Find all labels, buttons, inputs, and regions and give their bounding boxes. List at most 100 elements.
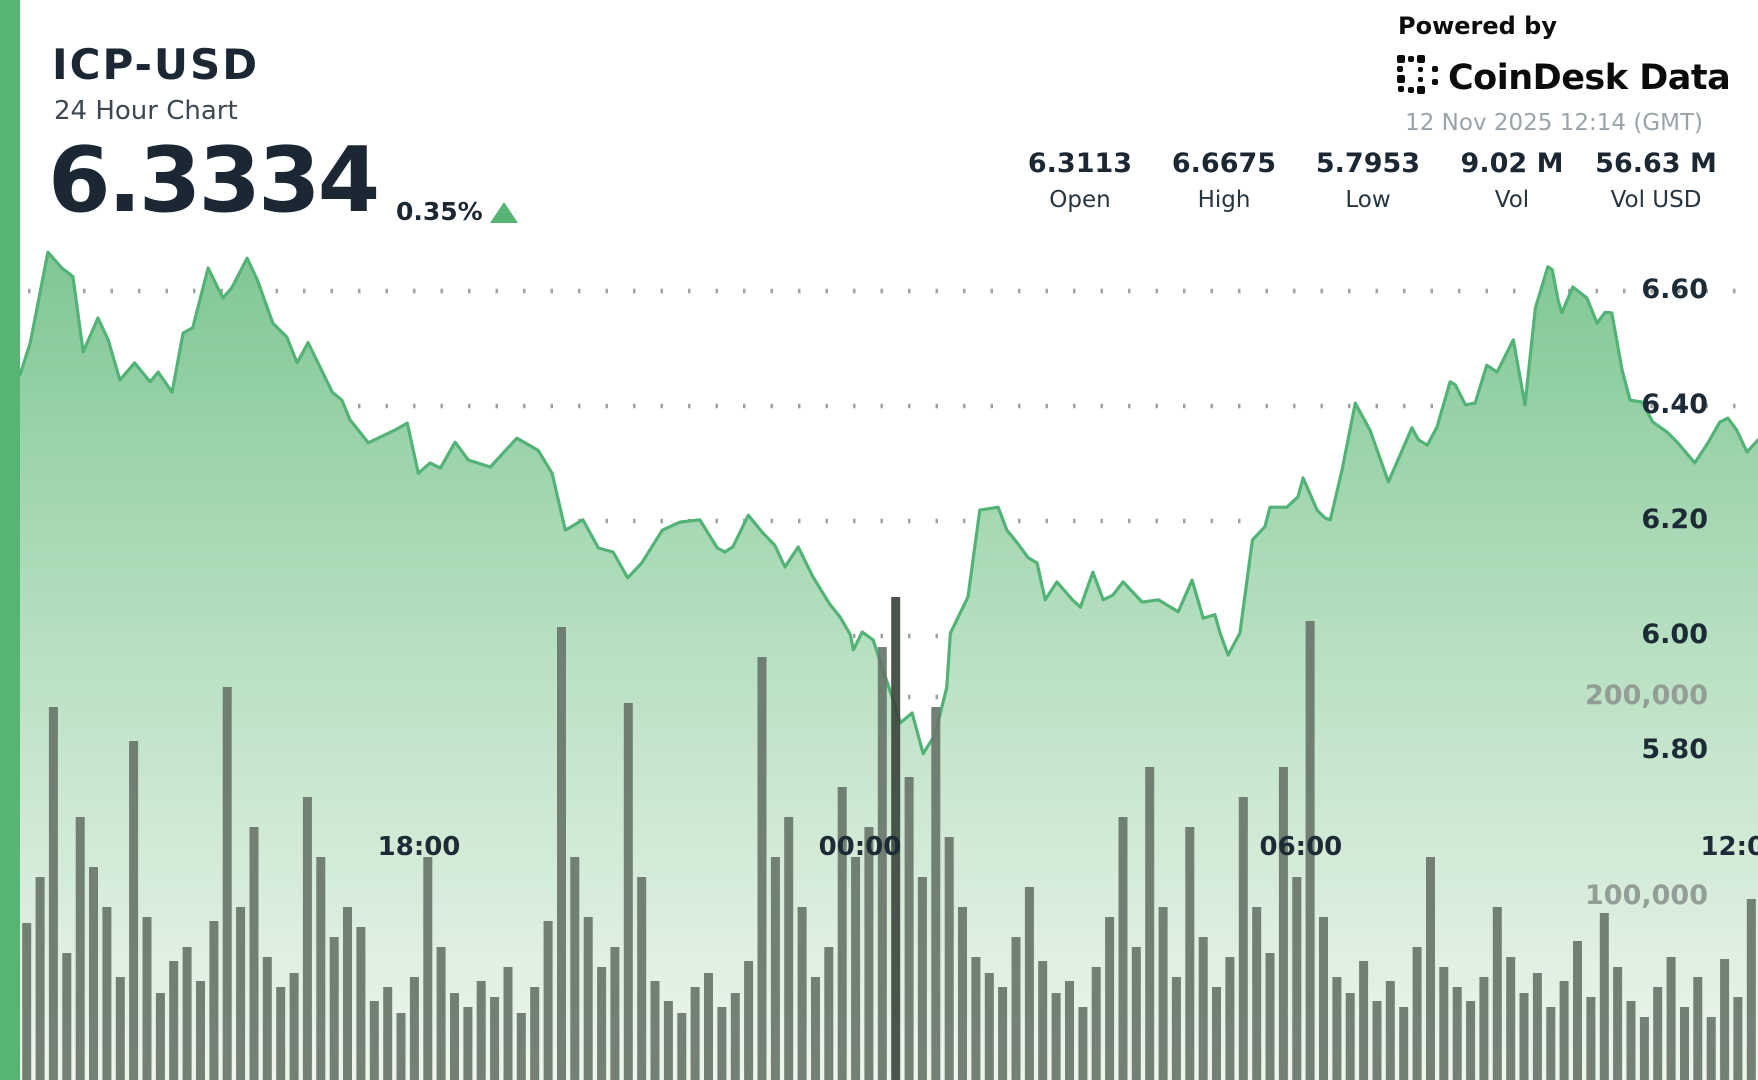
volume-bar[interactable] [142, 917, 152, 1080]
volume-bar[interactable] [1345, 993, 1355, 1080]
volume-bar[interactable] [744, 961, 754, 1080]
volume-bar[interactable] [784, 817, 794, 1080]
volume-bar[interactable] [1278, 767, 1288, 1080]
volume-bar[interactable] [1118, 817, 1128, 1080]
volume-bar[interactable] [837, 787, 847, 1080]
volume-bar[interactable] [450, 993, 459, 1080]
volume-bar[interactable] [436, 947, 446, 1080]
volume-bar[interactable] [583, 917, 593, 1080]
volume-bar[interactable] [1546, 1007, 1556, 1080]
volume-bar[interactable] [1506, 957, 1516, 1080]
volume-bar[interactable] [1439, 967, 1449, 1080]
volume-bar[interactable] [1466, 1001, 1476, 1080]
volume-bar[interactable] [1252, 907, 1262, 1080]
volume-bar[interactable] [1693, 977, 1703, 1080]
volume-bar[interactable] [329, 937, 339, 1080]
volume-bar[interactable] [730, 993, 740, 1080]
volume-bar[interactable] [302, 797, 312, 1080]
volume-bar[interactable] [917, 877, 927, 1080]
volume-bar[interactable] [1225, 957, 1235, 1080]
volume-bar[interactable] [663, 1001, 673, 1080]
volume-bar[interactable] [1559, 981, 1569, 1080]
volume-bar[interactable] [35, 877, 45, 1080]
volume-bar[interactable] [1653, 987, 1663, 1080]
volume-bar[interactable] [610, 947, 620, 1080]
volume-bar[interactable] [623, 703, 633, 1080]
volume-bar[interactable] [196, 981, 205, 1080]
volume-bar[interactable] [543, 921, 553, 1080]
volume-bar[interactable] [944, 837, 954, 1080]
volume-bar[interactable] [22, 923, 32, 1080]
volume-bar[interactable] [490, 997, 500, 1080]
volume-bar[interactable] [1292, 877, 1302, 1080]
volume-bar[interactable] [476, 981, 486, 1080]
volume-bar[interactable] [984, 973, 994, 1080]
volume-bar[interactable] [770, 857, 780, 1080]
volume-bar[interactable] [1639, 1017, 1649, 1080]
volume-bar[interactable] [503, 967, 513, 1080]
volume-bar[interactable] [650, 981, 660, 1080]
volume-bar[interactable] [1399, 1007, 1409, 1080]
volume-bar[interactable] [811, 977, 820, 1080]
volume-bar[interactable] [155, 993, 165, 1080]
volume-bar[interactable] [1666, 957, 1676, 1080]
volume-bar[interactable] [1078, 1007, 1088, 1080]
volume-bar[interactable] [1185, 827, 1195, 1080]
volume-bar[interactable] [169, 961, 179, 1080]
volume-bar[interactable] [1680, 1007, 1689, 1080]
volume-bar[interactable] [998, 987, 1008, 1080]
volume-bar[interactable] [1238, 797, 1248, 1080]
volume-bar[interactable] [1158, 907, 1168, 1080]
volume-bar[interactable] [530, 987, 540, 1080]
volume-bar[interactable] [129, 741, 139, 1080]
volume-bar[interactable] [463, 1007, 473, 1080]
volume-bar[interactable] [1412, 947, 1422, 1080]
volume-bar[interactable] [423, 857, 433, 1080]
volume-bar[interactable] [48, 707, 58, 1080]
volume-bar[interactable] [1613, 967, 1623, 1080]
volume-bar[interactable] [704, 973, 713, 1080]
volume-bar[interactable] [209, 921, 219, 1080]
volume-bar[interactable] [877, 647, 887, 1080]
volume-bar[interactable] [182, 947, 192, 1080]
volume-bar[interactable] [757, 657, 767, 1080]
volume-bar[interactable] [1091, 967, 1101, 1080]
volume-bar[interactable] [557, 627, 566, 1080]
volume-bar[interactable] [1105, 917, 1115, 1080]
volume-bar[interactable] [222, 687, 232, 1080]
volume-bar[interactable] [516, 1013, 526, 1080]
volume-bar[interactable] [1519, 993, 1529, 1080]
volume-bar[interactable] [262, 957, 272, 1080]
volume-bar[interactable] [1038, 961, 1048, 1080]
volume-bar[interactable] [316, 857, 326, 1080]
volume-bar[interactable] [356, 927, 366, 1080]
volume-bar[interactable] [797, 907, 807, 1080]
volume-bar[interactable] [62, 953, 72, 1080]
volume-bar[interactable] [1198, 937, 1208, 1080]
volume-bar[interactable] [1573, 941, 1582, 1080]
volume-bar[interactable] [570, 857, 580, 1080]
volume-bar[interactable] [677, 1013, 687, 1080]
volume-bar[interactable] [1319, 917, 1328, 1080]
volume-bar[interactable] [249, 827, 259, 1080]
volume-bar[interactable] [904, 777, 914, 1080]
volume-bar[interactable] [343, 907, 352, 1080]
volume-bar[interactable] [276, 987, 286, 1080]
volume-bar[interactable] [1332, 977, 1342, 1080]
volume-bar[interactable] [637, 877, 647, 1080]
volume-bar[interactable] [1065, 981, 1074, 1080]
volume-bar[interactable] [1479, 977, 1489, 1080]
volume-bar[interactable] [690, 987, 700, 1080]
volume-bar[interactable] [1131, 947, 1141, 1080]
volume-bar[interactable] [1586, 997, 1596, 1080]
volume-bar[interactable] [1051, 993, 1061, 1080]
volume-bar[interactable] [1599, 913, 1609, 1080]
volume-bar[interactable] [369, 1001, 379, 1080]
volume-bar[interactable] [1426, 857, 1435, 1080]
volume-bar[interactable] [396, 1013, 406, 1080]
volume-bar[interactable] [1733, 997, 1743, 1080]
volume-bar[interactable] [115, 977, 125, 1080]
volume-bar[interactable] [1706, 1017, 1716, 1080]
volume-bar[interactable] [1385, 981, 1395, 1080]
